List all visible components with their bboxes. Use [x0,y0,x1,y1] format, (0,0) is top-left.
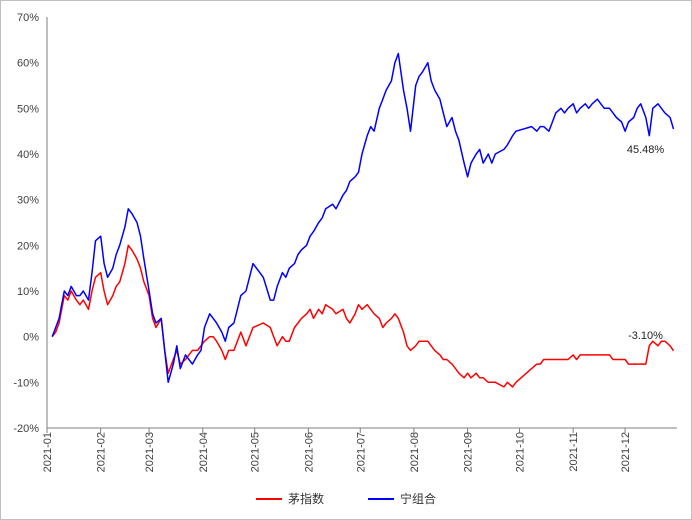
x-tick-label: 2021-05 [250,432,262,472]
y-tick-label: 50% [17,103,39,115]
end-labels: -3.10% 45.48% [627,144,665,342]
legend-item: 宁组合 [368,490,436,507]
end-value-label: 45.48% [627,144,665,156]
x-tick-label: 2021-02 [96,432,108,472]
x-axis: 2021-01 2021-02 2021-03 2021-04 2021-05 2021-… [42,427,677,472]
y-tick-label: -20% [13,423,39,435]
x-tick-label: 2021-01 [42,432,54,472]
y-tick-label: 20% [17,240,39,252]
y-tick-label: 40% [17,149,39,161]
x-tick-label: 2021-08 [409,432,421,472]
legend-swatch [255,497,282,500]
series-lines [51,52,675,388]
legend-label: 宁组合 [400,492,437,506]
y-tick-label: 60% [17,58,39,70]
y-tick-label: -10% [13,377,39,389]
y-tick-label: 10% [17,286,39,298]
y-tick-label: 70% [17,12,39,24]
x-tick-label: 2021-03 [144,432,156,472]
x-tick-label: 2021-11 [568,432,580,472]
x-tick-label: 2021-12 [620,432,632,472]
y-tick-label: 0% [23,332,39,344]
x-tick-label: 2021-06 [303,432,315,472]
x-tick-label: 2021-04 [198,432,210,472]
x-tick-label: 2021-10 [515,432,527,472]
legend: 茅指数 宁组合 [1,490,691,507]
end-value-label: -3.10% [628,330,663,342]
legend-swatch [368,497,394,500]
series-line-1 [51,52,675,384]
legend-item: 茅指数 [255,490,324,507]
x-tick-label: 2021-09 [463,432,475,472]
y-tick-label: 30% [17,195,39,207]
y-axis: -20% -10% 0% 10% 20% 30% 40% 50% 60% 70% [13,12,48,435]
x-tick-label: 2021-07 [355,432,367,472]
legend-label: 茅指数 [287,492,324,506]
